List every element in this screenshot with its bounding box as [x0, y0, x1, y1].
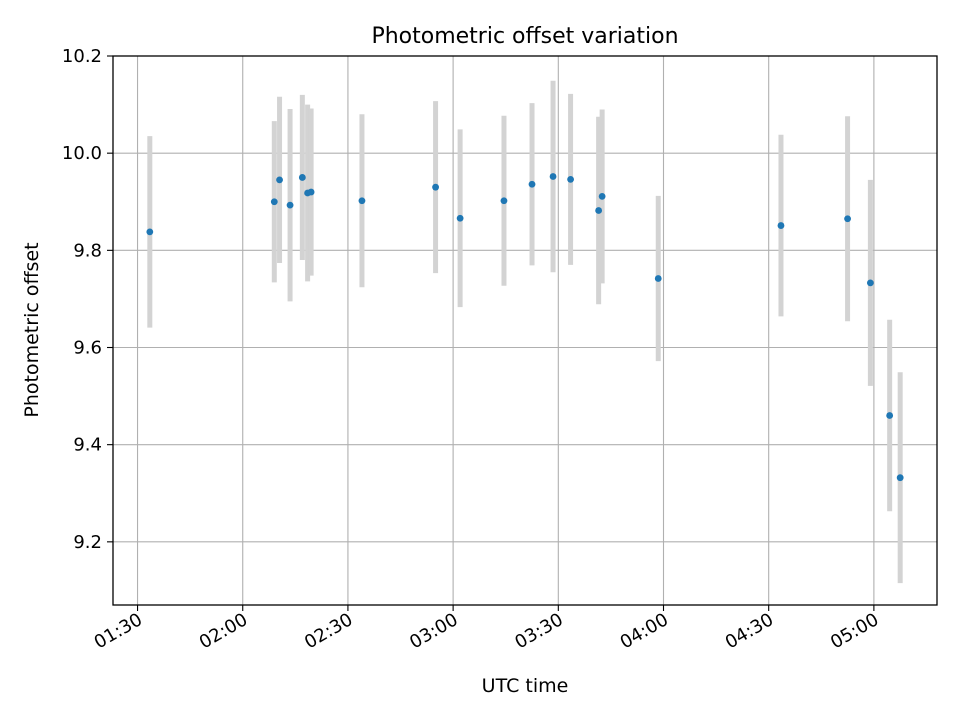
- y-tick-label: 9.6: [73, 338, 102, 359]
- data-point: [896, 474, 904, 482]
- y-axis-label: Photometric offset: [21, 242, 43, 417]
- data-point: [432, 183, 439, 191]
- data-point: [307, 188, 315, 196]
- data-point: [528, 180, 536, 188]
- data-point: [844, 215, 851, 223]
- data-point: [500, 197, 508, 205]
- data-point: [276, 176, 283, 184]
- data-point: [270, 198, 278, 206]
- data-points: [146, 173, 904, 482]
- y-tick-label: 9.2: [73, 532, 102, 553]
- y-tick-label: 10.0: [62, 143, 102, 164]
- chart-title: Photometric offset variation: [371, 24, 678, 49]
- y-tick-label: 10.2: [62, 46, 102, 67]
- data-point: [549, 173, 557, 180]
- data-point: [567, 176, 574, 183]
- data-point: [595, 207, 603, 214]
- y-tick-label: 9.8: [73, 240, 102, 261]
- data-point: [298, 174, 306, 181]
- data-point: [456, 214, 464, 222]
- data-point: [886, 412, 894, 419]
- data-point: [146, 228, 154, 236]
- data-point: [598, 193, 606, 200]
- data-point: [777, 222, 785, 229]
- data-point: [866, 279, 874, 287]
- y-tick-label: 9.4: [73, 435, 102, 456]
- data-point: [654, 275, 662, 282]
- axes-frame: [112, 55, 938, 606]
- y-axis-ticks: 9.2 9.4 9.6 9.8 10.0 10.2: [62, 46, 113, 553]
- data-point: [358, 197, 366, 205]
- x-axis-label: UTC time: [482, 675, 569, 697]
- data-point: [286, 201, 294, 209]
